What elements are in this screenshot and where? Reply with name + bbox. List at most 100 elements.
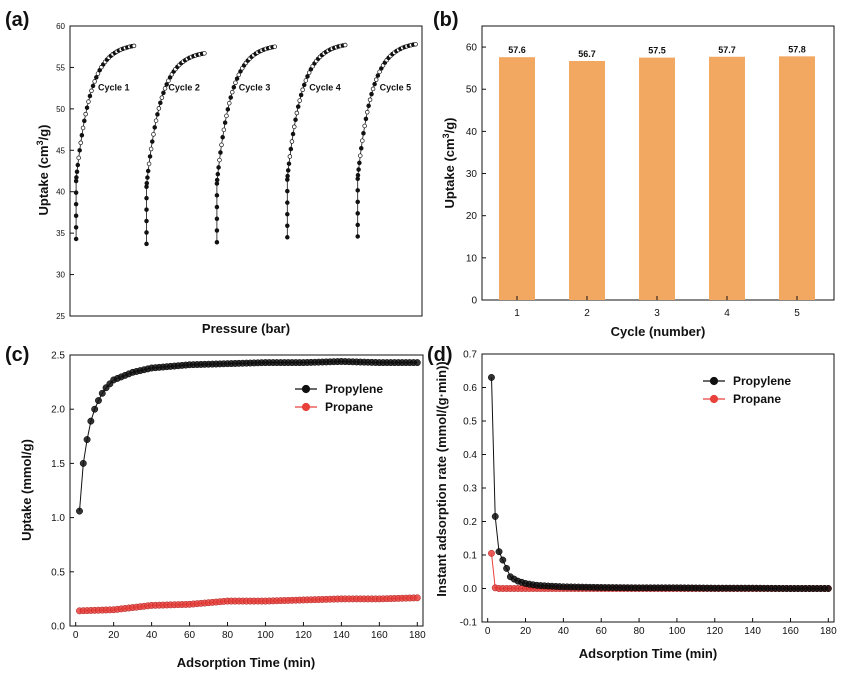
isotherm-point [285,168,291,173]
bar-value-label: 57.7 [718,45,736,55]
legend-label: Propane [733,392,781,406]
panel-d-x-title: Adsorption Time (min) [579,646,717,661]
bar [569,60,605,300]
x-tick-label: 20 [520,626,532,637]
isotherm-point [303,78,309,83]
panel-a-label: (a) [5,9,29,31]
data-point [98,389,106,397]
isotherm-point [219,142,224,148]
y-tick-label: 0.0 [51,622,65,633]
x-tick-label: 60 [596,626,608,637]
isotherm-point [300,87,305,92]
isotherm-point [164,82,169,87]
legend-label: Propylene [325,382,383,396]
isotherm-point [218,150,223,155]
isotherm-point [144,195,149,201]
isotherm-point [214,177,220,183]
x-tick-label: 120 [706,626,723,637]
isotherm-point [342,42,348,48]
cycle-label: Cycle 3 [239,83,271,93]
panel-d-y-title: Instant adsorption rate (mmol/(g·min)) [434,361,449,596]
isotherm-point [287,154,293,159]
isotherm-point [73,225,79,230]
isotherm-point [145,175,150,180]
legend-marker [301,384,311,394]
y-tick-label: 50 [56,105,65,114]
panel-a-cycle-labels: Cycle 1 Cycle 2 Cycle 3 Cycle 4 Cycle 5 [98,83,411,93]
x-tick-label: 100 [669,626,686,637]
data-point [413,594,421,602]
isotherm-point [74,175,79,180]
isotherm-point [161,90,166,96]
isotherm-point [288,146,294,152]
isotherm-point [76,155,81,161]
isotherm-point [227,100,232,106]
data-point [488,549,495,557]
isotherm-point [145,168,151,174]
isotherm-point [89,88,94,94]
x-tick-label: 40 [558,626,570,637]
y-tick-label: 60 [56,22,65,31]
isotherm-point [155,112,160,117]
isotherm-point [94,75,99,80]
isotherm-point [75,162,81,168]
isotherm-point [202,51,207,56]
y-tick-label: 1.5 [51,459,65,470]
legend-marker [709,394,719,404]
panel-b: (b) 0 10 20 30 40 50 60 57.6 56.7 57.5 57.7 57.8 1… [433,9,835,339]
isotherm-point [84,105,90,110]
isotherm-point [215,171,221,177]
bar-value-label: 57.6 [508,45,526,55]
x-tick-label: 120 [295,630,312,641]
isotherm-point [214,216,220,222]
x-tick-label: 140 [744,626,761,637]
y-tick-label: 25 [56,312,65,321]
isotherm-point [144,180,150,186]
data-point [76,507,83,515]
panel-d-label: (d) [427,344,453,366]
panel-d: (d) 0 20 40 60 80 100 120 140 160 180 -0.1 0.0 0.1 0.… [427,344,837,661]
y-tick-label: 0.6 [463,383,477,394]
isotherm-point [144,218,149,224]
panel-d-legend: Propylene Propane [703,374,791,406]
isotherm-point [361,130,366,136]
isotherm-point [156,106,162,111]
y-tick-label: 30 [466,169,478,180]
isotherm-point [305,74,310,79]
bar [779,56,815,300]
x-tick-label: 20 [108,630,120,641]
isotherm-point [77,148,82,153]
isotherm-point [285,211,290,217]
x-tick-label: 160 [782,626,799,637]
panel-c-legend: Propylene Propane [295,382,383,414]
isotherm-point [144,241,149,247]
isotherm-point [285,235,290,240]
isotherm-point [214,240,220,245]
isotherm-point [355,199,360,205]
x-tick-label: 5 [794,308,800,319]
isotherm-point [230,89,235,95]
y-tick-label: 40 [56,188,65,197]
legend-marker [709,376,719,386]
series-line [491,377,829,589]
panel-d-axes: 0 20 40 60 80 100 120 140 160 180 -0.1 0.0 0.1 0.2 0.3… [460,350,837,638]
y-tick-label: 2.5 [51,351,65,362]
cycle-label: Cycle 4 [309,83,341,93]
isotherm-point [377,69,382,75]
isotherm-point [272,44,278,49]
x-tick-label: 60 [184,630,196,641]
isotherm-point [153,118,159,123]
isotherm-point [144,207,149,212]
isotherm-point [214,193,220,198]
x-tick-label: 1 [514,308,520,319]
isotherm-point [290,131,296,137]
isotherm-point [289,139,295,144]
isotherm-point [78,140,83,146]
isotherm-point [366,103,371,109]
plot-frame [481,353,835,623]
isotherm-point [73,190,79,195]
cycle-label: Cycle 1 [98,83,130,93]
isotherm-point [295,104,301,109]
isotherm-point [292,124,297,130]
